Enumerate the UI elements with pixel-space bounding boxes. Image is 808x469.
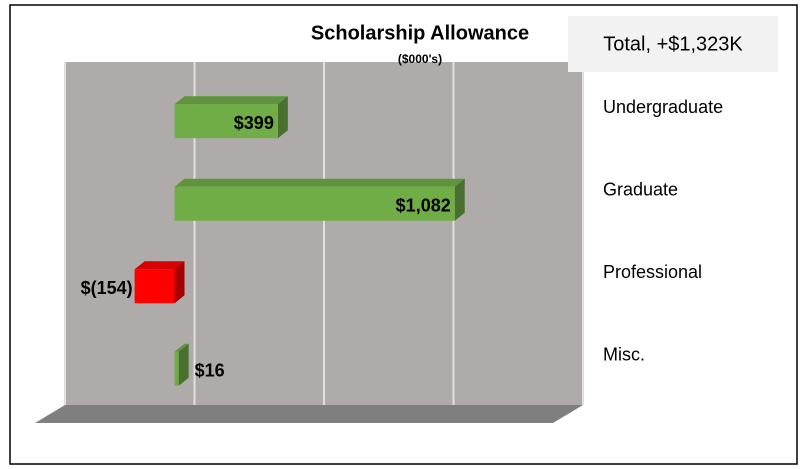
bar-top [174, 178, 465, 187]
bar-side [174, 261, 185, 304]
category-label: Graduate [603, 180, 678, 200]
bar [174, 104, 278, 139]
bar-top [134, 261, 185, 270]
chart-title: Scholarship Allowance [311, 22, 529, 44]
category-label: Misc. [603, 345, 645, 365]
bar-side [178, 343, 189, 386]
value-label: $1,082 [396, 196, 451, 216]
plot-area [35, 62, 584, 423]
floor [35, 405, 583, 423]
bar [134, 269, 175, 304]
bar-side [454, 178, 465, 221]
annotation-box [568, 16, 778, 72]
category-label: Professional [603, 262, 702, 282]
category-label: Undergraduate [603, 97, 723, 117]
chart-subtitle: ($000's) [398, 52, 442, 66]
value-label: $16 [195, 361, 225, 381]
value-label: $(154) [81, 278, 133, 298]
bar [174, 351, 179, 386]
value-label: $399 [234, 113, 274, 133]
annotation: Total, +$1,323K [603, 33, 743, 55]
bar-top [174, 96, 288, 105]
bar-top [174, 343, 189, 352]
bar-side [277, 96, 288, 139]
bar [174, 186, 455, 221]
